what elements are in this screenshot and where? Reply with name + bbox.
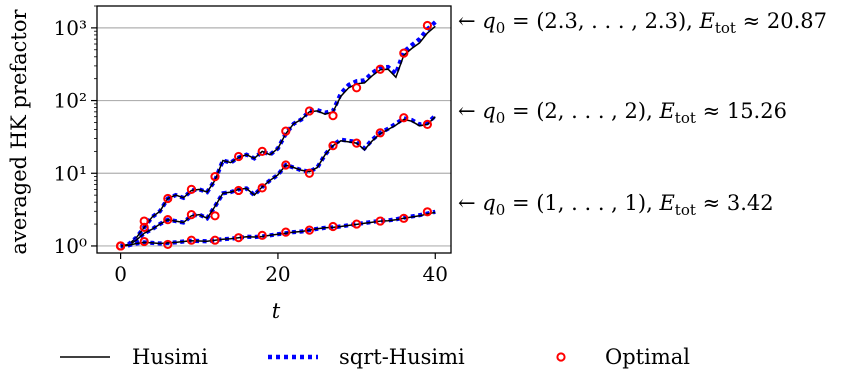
optimal-point bbox=[116, 241, 126, 251]
optimal-point bbox=[281, 126, 291, 136]
x-tick-label: 20 bbox=[265, 262, 290, 286]
optimal-point bbox=[210, 235, 220, 245]
legend-optimal-marker bbox=[556, 352, 566, 362]
optimal-point bbox=[163, 193, 173, 204]
x-axis-label: t bbox=[272, 299, 281, 323]
optimal-point bbox=[422, 119, 432, 130]
grid-lines bbox=[97, 27, 451, 247]
y-axis-label: averaged HK prefactor bbox=[7, 8, 31, 254]
optimal-point bbox=[139, 236, 149, 247]
optimal-point bbox=[352, 83, 362, 93]
optimal-point bbox=[422, 207, 432, 217]
plot-frame bbox=[96, 5, 452, 254]
optimal-point bbox=[352, 138, 362, 148]
y-tick-label: 10¹ bbox=[54, 161, 87, 185]
husimi-line-1 bbox=[120, 116, 436, 247]
optimal-point bbox=[257, 146, 267, 156]
x-tick-label: 0 bbox=[114, 262, 127, 286]
optimal-point bbox=[186, 235, 196, 245]
legend-sqrt-husimi-label: sqrt-Husimi bbox=[339, 345, 465, 369]
optimal-point bbox=[163, 239, 173, 250]
optimal-point bbox=[234, 185, 244, 196]
curve-annotations: ← q0 = (2.3, . . . , 2.3), Etot ≈ 20.87 ←… bbox=[458, 9, 827, 219]
optimal-point bbox=[139, 222, 149, 232]
legend-optimal-label: Optimal bbox=[605, 345, 690, 369]
optimal-point bbox=[328, 141, 338, 151]
optimal-point bbox=[399, 213, 409, 223]
husimi-line-0 bbox=[120, 25, 436, 247]
plot-area bbox=[116, 20, 437, 251]
optimal-point bbox=[328, 221, 338, 232]
optimal-point bbox=[163, 215, 173, 225]
optimal-point bbox=[281, 227, 291, 237]
optimal-point bbox=[257, 183, 267, 193]
optimal-point bbox=[352, 219, 362, 229]
curve-annotation-1: ← q0 = (2, . . . , 2), Etot ≈ 15.26 bbox=[458, 99, 787, 127]
legend-husimi-label: Husimi bbox=[132, 345, 208, 369]
optimal-point bbox=[304, 168, 314, 178]
y-tick-label: 10² bbox=[54, 89, 87, 113]
optimal-point bbox=[186, 184, 196, 194]
optimal-point bbox=[399, 113, 409, 123]
optimal-point bbox=[328, 111, 338, 121]
optimal-point bbox=[422, 20, 432, 31]
optimal-point bbox=[257, 230, 267, 240]
optimal-point bbox=[210, 211, 220, 221]
optimal-point bbox=[281, 160, 291, 170]
optimal-point bbox=[234, 233, 244, 243]
optimal-point bbox=[234, 151, 244, 162]
x-tick-label: 40 bbox=[423, 262, 448, 286]
optimal-point bbox=[210, 171, 220, 182]
optimal-point bbox=[304, 225, 314, 235]
optimal-point bbox=[399, 48, 409, 58]
optimal-point bbox=[375, 216, 385, 226]
y-tick-label: 10³ bbox=[54, 16, 87, 40]
optimal-point bbox=[375, 64, 385, 74]
axis-ticks: 10⁰ 10¹ 10² 10³ 0 20 40 bbox=[54, 5, 448, 286]
sqrt-husimi-line-1 bbox=[120, 114, 437, 249]
optimal-point bbox=[304, 106, 314, 116]
curve-annotation-0: ← q0 = (2.3, . . . , 2.3), Etot ≈ 20.87 bbox=[458, 9, 827, 37]
sqrt-husimi-line-0 bbox=[120, 20, 437, 249]
optimal-point bbox=[186, 209, 196, 220]
legend: Husimi sqrt-Husimi Optimal bbox=[60, 345, 690, 369]
optimal-point bbox=[375, 128, 385, 138]
curve-annotation-2: ← q0 = (1, . . . , 1), Etot ≈ 3.42 bbox=[458, 191, 774, 219]
y-tick-label: 10⁰ bbox=[54, 234, 87, 258]
